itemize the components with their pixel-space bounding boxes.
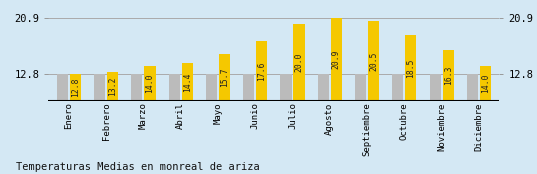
Bar bbox=[107, 72, 118, 164]
Bar bbox=[131, 74, 142, 164]
Bar bbox=[169, 74, 180, 164]
Bar bbox=[368, 21, 379, 164]
Text: 18.5: 18.5 bbox=[407, 58, 416, 78]
Text: 12.8: 12.8 bbox=[71, 78, 80, 97]
Text: 20.5: 20.5 bbox=[369, 51, 378, 71]
Bar bbox=[256, 41, 267, 164]
Bar bbox=[70, 74, 81, 164]
Bar bbox=[430, 74, 441, 164]
Bar bbox=[206, 74, 217, 164]
Bar bbox=[94, 74, 105, 164]
Bar bbox=[442, 50, 454, 164]
Bar bbox=[57, 74, 68, 164]
Text: 14.0: 14.0 bbox=[146, 74, 155, 93]
Bar bbox=[219, 54, 230, 164]
Text: 20.0: 20.0 bbox=[294, 53, 303, 72]
Bar bbox=[182, 63, 193, 164]
Bar bbox=[405, 35, 417, 164]
Bar bbox=[467, 74, 478, 164]
Bar bbox=[331, 18, 342, 164]
Text: Temperaturas Medias en monreal de ariza: Temperaturas Medias en monreal de ariza bbox=[16, 162, 260, 172]
Bar bbox=[355, 74, 366, 164]
Bar bbox=[280, 74, 292, 164]
Bar bbox=[293, 24, 304, 164]
Bar bbox=[480, 66, 491, 164]
Text: 14.4: 14.4 bbox=[183, 72, 192, 92]
Bar bbox=[392, 74, 403, 164]
Bar bbox=[318, 74, 329, 164]
Text: 13.2: 13.2 bbox=[108, 77, 117, 96]
Bar bbox=[144, 66, 156, 164]
Text: 15.7: 15.7 bbox=[220, 68, 229, 87]
Text: 14.0: 14.0 bbox=[481, 74, 490, 93]
Text: 20.9: 20.9 bbox=[332, 50, 341, 69]
Bar bbox=[243, 74, 255, 164]
Text: 17.6: 17.6 bbox=[257, 61, 266, 81]
Text: 16.3: 16.3 bbox=[444, 66, 453, 85]
